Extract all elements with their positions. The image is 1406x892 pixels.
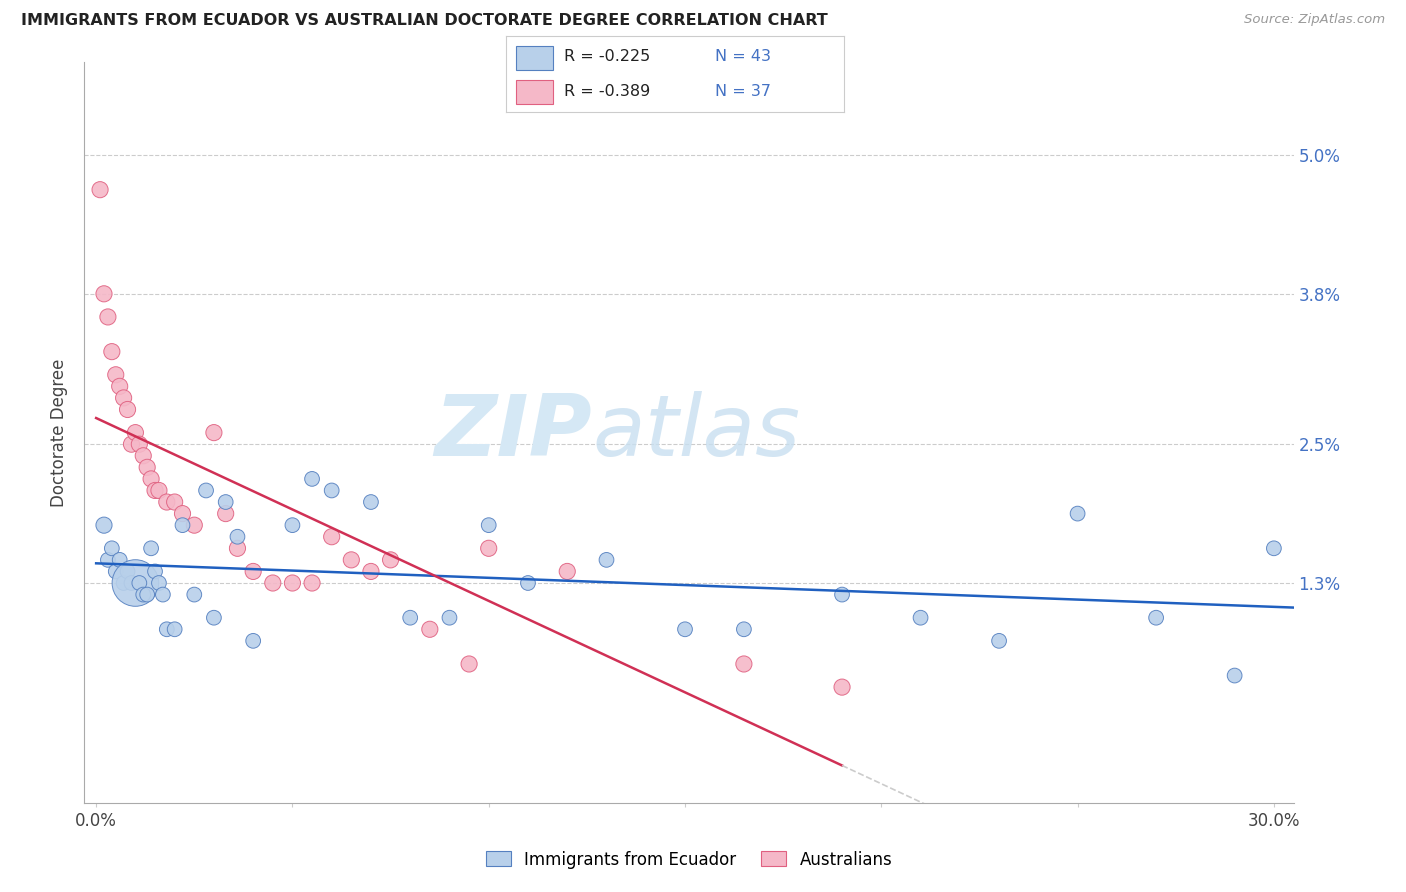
Point — [148, 483, 170, 498]
Point — [101, 541, 124, 556]
Point — [478, 541, 501, 556]
Point — [104, 565, 127, 579]
Point — [121, 437, 143, 451]
Point — [124, 425, 146, 440]
Point — [121, 576, 143, 591]
Point — [183, 588, 205, 602]
Point — [124, 576, 146, 591]
Text: Source: ZipAtlas.com: Source: ZipAtlas.com — [1244, 13, 1385, 27]
Point — [301, 576, 323, 591]
Point — [139, 472, 162, 486]
Text: R = -0.225: R = -0.225 — [564, 49, 650, 64]
Text: N = 43: N = 43 — [716, 49, 772, 64]
Point — [458, 657, 481, 671]
Text: R = -0.389: R = -0.389 — [564, 84, 650, 98]
Point — [321, 530, 343, 544]
Point — [136, 588, 159, 602]
Point — [172, 518, 194, 533]
Point — [148, 576, 170, 591]
Text: IMMIGRANTS FROM ECUADOR VS AUSTRALIAN DOCTORATE DEGREE CORRELATION CHART: IMMIGRANTS FROM ECUADOR VS AUSTRALIAN DO… — [21, 13, 828, 29]
Point — [733, 622, 755, 636]
Point — [1144, 610, 1167, 624]
Point — [301, 472, 323, 486]
Text: N = 37: N = 37 — [716, 84, 772, 98]
Point — [831, 680, 853, 694]
Point — [136, 460, 159, 475]
Point — [172, 507, 194, 521]
Point — [262, 576, 284, 591]
Point — [128, 437, 150, 451]
Point — [202, 425, 225, 440]
Point — [112, 576, 135, 591]
Point — [132, 449, 155, 463]
Text: atlas: atlas — [592, 391, 800, 475]
Text: ZIP: ZIP — [434, 391, 592, 475]
Point — [281, 518, 304, 533]
Point — [139, 541, 162, 556]
Point — [143, 483, 166, 498]
Point — [595, 553, 617, 567]
Point — [555, 565, 578, 579]
Point — [215, 495, 238, 509]
Point — [673, 622, 696, 636]
Point — [215, 507, 238, 521]
Point — [988, 633, 1011, 648]
Point — [226, 530, 249, 544]
Point — [97, 310, 120, 324]
Point — [1223, 668, 1246, 682]
Point — [517, 576, 540, 591]
Point — [117, 565, 139, 579]
Point — [1263, 541, 1285, 556]
Point — [733, 657, 755, 671]
Point — [104, 368, 127, 382]
Legend: Immigrants from Ecuador, Australians: Immigrants from Ecuador, Australians — [485, 850, 893, 869]
Point — [242, 565, 264, 579]
Point — [108, 553, 131, 567]
Point — [202, 610, 225, 624]
Point — [117, 402, 139, 417]
Point — [108, 379, 131, 393]
FancyBboxPatch shape — [516, 45, 554, 70]
Point — [910, 610, 932, 624]
Point — [399, 610, 422, 624]
Point — [439, 610, 461, 624]
Point — [112, 391, 135, 405]
Point — [97, 553, 120, 567]
Point — [143, 565, 166, 579]
Point — [360, 495, 382, 509]
Point — [419, 622, 441, 636]
Point — [281, 576, 304, 591]
Point — [163, 622, 186, 636]
Point — [93, 286, 115, 301]
Point — [132, 588, 155, 602]
Point — [101, 344, 124, 359]
Point — [156, 622, 179, 636]
Point — [340, 553, 363, 567]
Point — [183, 518, 205, 533]
Point — [156, 495, 179, 509]
Point — [152, 588, 174, 602]
Point — [195, 483, 218, 498]
Point — [380, 553, 402, 567]
FancyBboxPatch shape — [516, 79, 554, 104]
Point — [163, 495, 186, 509]
Point — [1066, 507, 1088, 521]
Point — [831, 588, 853, 602]
Point — [360, 565, 382, 579]
Y-axis label: Doctorate Degree: Doctorate Degree — [51, 359, 69, 507]
Point — [93, 518, 115, 533]
Point — [242, 633, 264, 648]
Point — [478, 518, 501, 533]
Point — [128, 576, 150, 591]
Point — [321, 483, 343, 498]
Point — [89, 183, 111, 197]
Point — [226, 541, 249, 556]
